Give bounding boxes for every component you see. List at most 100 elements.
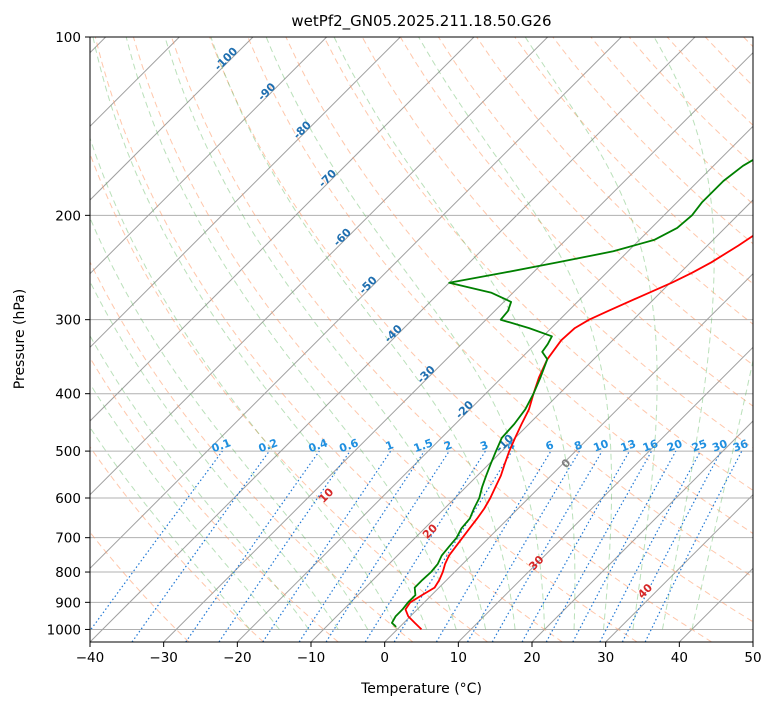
moist-adiabat-line	[653, 37, 715, 630]
isotherm-label: -60	[331, 226, 354, 249]
isotherm-line	[605, 493, 753, 642]
x-tick-label: 40	[671, 650, 688, 666]
moist-adiabat-line	[90, 382, 280, 630]
mixing-ratio-label: 36	[731, 437, 750, 455]
mixing-ratio-line	[393, 450, 513, 642]
dry-adiabat-line	[323, 37, 753, 491]
dry-adiabat-label: 40	[635, 581, 655, 601]
x-axis: −40 −30 −20 −10 0 10 20 30 40 50	[76, 642, 762, 666]
moist-adiabat-line	[90, 136, 398, 630]
isotherm-line	[384, 272, 753, 642]
isotherm-line	[90, 37, 549, 496]
mixing-ratio-label: 1.5	[412, 436, 435, 455]
y-tick-label: 300	[55, 313, 81, 329]
mixing-ratio-label: 0.2	[257, 436, 280, 455]
x-tick-label: 10	[450, 650, 467, 666]
isotherm-label: -20	[453, 398, 476, 421]
dry-adiabat-line	[476, 37, 753, 325]
mixing-ratio-label: 3	[478, 438, 490, 453]
mixing-ratio-label: 0.6	[338, 436, 361, 455]
mixing-ratio-label: 30	[710, 437, 729, 455]
moist-adiabat-line	[90, 280, 339, 630]
isotherm-lines	[90, 37, 753, 642]
mixing-ratio-line	[599, 450, 702, 642]
dry-adiabat-line	[437, 37, 753, 366]
isotherm-line	[90, 37, 328, 275]
y-tick-label: 100	[55, 30, 81, 46]
dry-adiabat-line	[132, 37, 638, 642]
x-tick-label: 20	[523, 650, 540, 666]
y-tick-label: 600	[55, 491, 81, 507]
skew-labels: -100-90-80-70-60-50-40-30-20-10010203040…	[210, 44, 750, 601]
mixing-ratio-line	[218, 450, 351, 642]
x-tick-label: −20	[223, 650, 252, 666]
y-tick-label: 500	[55, 444, 81, 460]
isotherm-label: -90	[255, 80, 278, 103]
isotherm-label: -100	[212, 44, 241, 73]
y-tick-label: 400	[55, 387, 81, 403]
isotherm-line	[752, 641, 753, 642]
mixing-ratio-label: 0.1	[210, 436, 233, 455]
mixing-ratio-label: 1	[384, 438, 396, 453]
isotherm-label: -70	[316, 167, 339, 190]
plot-area: -100-90-80-70-60-50-40-30-20-10010203040…	[90, 37, 753, 642]
dry-adiabat-label: 30	[526, 553, 546, 573]
y-tick-label: 700	[55, 531, 81, 547]
x-tick-label: −40	[76, 650, 105, 666]
mixing-ratio-line	[298, 450, 425, 642]
isotherm-label: -80	[291, 118, 314, 141]
x-tick-label: −30	[149, 650, 178, 666]
mixing-ratio-lines	[90, 450, 743, 642]
isotherm-label: -40	[382, 322, 405, 345]
mixing-ratio-line	[545, 450, 653, 642]
dry-adiabat-line	[285, 37, 753, 535]
dry-adiabat-line	[90, 446, 264, 642]
moist-adiabat-line	[524, 37, 658, 630]
mixing-ratio-line	[90, 450, 223, 632]
dry-adiabat-line	[247, 37, 753, 578]
moist-adiabat-line	[210, 37, 516, 630]
dry-adiabat-line	[666, 37, 753, 126]
mixing-ratio-label: 0.4	[307, 436, 330, 455]
mixing-ratio-label: 6	[544, 438, 556, 453]
dry-adiabat-line	[90, 356, 339, 642]
dry-adiabat-line	[552, 37, 753, 245]
y-axis: 1000 900 800 700 600 500 400 300 200 100	[47, 30, 90, 638]
isotherm-line	[236, 125, 753, 642]
moist-adiabat-line	[90, 334, 310, 630]
x-tick-label: 0	[380, 650, 389, 666]
dry-adiabat-label: 20	[420, 521, 440, 541]
mixing-ratio-label: 10	[592, 437, 611, 455]
dry-adiabat-label: 10	[316, 485, 336, 505]
mixing-ratio-line	[435, 450, 552, 642]
mixing-ratio-line	[521, 450, 631, 642]
isotherm-line	[457, 346, 753, 642]
dry-adiabat-lines	[90, 37, 753, 642]
mixing-ratio-line	[185, 450, 320, 642]
mixing-ratio-label: 25	[690, 437, 709, 454]
chart-title: wetPf2_GN05.2025.211.18.50.G26	[291, 12, 551, 31]
moist-adiabat-line	[90, 216, 369, 630]
pressure-grid	[90, 37, 753, 630]
isotherm-line	[90, 37, 475, 422]
moist-adiabat-line	[418, 37, 613, 630]
isotherm-zero-label: 0	[559, 456, 574, 471]
x-tick-label: 50	[744, 650, 761, 666]
x-axis-label: Temperature (°C)	[360, 681, 482, 697]
y-axis-label: Pressure (hPa)	[12, 289, 28, 389]
mixing-ratio-label: 20	[665, 437, 684, 455]
y-tick-label: 900	[55, 595, 81, 611]
isotherm-line	[90, 37, 696, 642]
moist-adiabat-lines	[90, 37, 753, 630]
dewpoint-profile	[391, 158, 753, 628]
moist-adiabat-line	[92, 37, 428, 630]
dry-adiabat-line	[94, 37, 563, 642]
dry-adiabat-line	[90, 531, 190, 642]
mixing-ratio-line	[364, 450, 486, 642]
plot-frame	[89, 36, 754, 643]
isotherm-line	[90, 37, 622, 570]
isotherm-line	[310, 199, 753, 642]
isotherm-line	[531, 420, 753, 642]
